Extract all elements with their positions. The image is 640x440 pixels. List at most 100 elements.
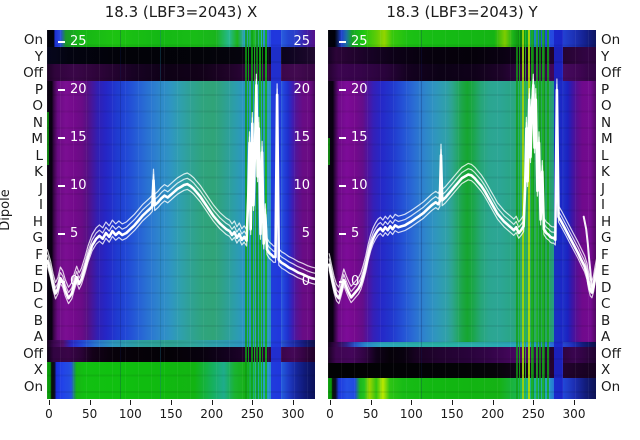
ytick-label: 10 — [351, 178, 368, 193]
heatmap-stripe — [245, 30, 247, 399]
ytick-label-right: 20 — [293, 82, 310, 97]
row-label-right: On — [601, 32, 621, 48]
row-label-right: C — [601, 296, 611, 313]
ytick-label-right: 15 — [293, 130, 310, 145]
row-label-left: L — [35, 147, 43, 164]
row-label-right: H — [601, 213, 612, 230]
row-label-right: B — [601, 312, 611, 329]
orbit-trace — [328, 89, 596, 305]
row-label-right: I — [601, 197, 605, 214]
xtick-mark — [171, 400, 172, 405]
ytick-label: 5 — [70, 226, 79, 241]
ytick-label-right: 10 — [293, 178, 310, 193]
row-label-right: X — [601, 362, 611, 379]
orbit-trace — [328, 78, 596, 294]
heatmap-stripe — [119, 30, 121, 399]
ytick-mark — [339, 41, 346, 43]
right-panel-title: 18.3 (LBF3=2043) Y — [386, 3, 538, 21]
xtick-label: 100 — [399, 407, 423, 421]
heatmap-stripe — [159, 30, 161, 399]
row-label-right: G — [601, 230, 612, 247]
ytick-label: 20 — [351, 82, 368, 97]
row-label-right: Y — [601, 48, 610, 65]
ytick-mark — [339, 89, 346, 91]
xtick-mark — [533, 400, 535, 405]
xtick-mark — [130, 400, 132, 405]
row-label-right: E — [601, 263, 610, 280]
xtick-label: 50 — [363, 407, 379, 421]
orbit-curve-svg — [47, 73, 315, 305]
xtick-mark — [293, 400, 294, 405]
xtick-label: 0 — [45, 407, 53, 421]
heatmap-stripe — [328, 138, 330, 165]
heatmap-band — [47, 340, 315, 347]
row-label-left: H — [32, 213, 43, 230]
row-label-left: J — [39, 180, 43, 197]
xtick-label: 200 — [481, 407, 505, 421]
heatmap-band — [47, 362, 315, 399]
heatmap-band — [328, 342, 596, 347]
ytick-label-right: 25 — [293, 34, 310, 49]
xtick-label: 0 — [326, 407, 334, 421]
xtick-label: 250 — [240, 407, 264, 421]
ytick-label: 20 — [70, 82, 87, 97]
row-label-left: On — [23, 378, 43, 395]
row-label-left: Off — [23, 345, 43, 362]
xtick-label: 150 — [159, 407, 183, 421]
row-label-left: B — [33, 312, 43, 329]
ytick-label: 15 — [70, 130, 87, 145]
row-label-left: N — [32, 114, 43, 131]
xtick-mark — [330, 400, 331, 405]
heatmap-panel-y: 25 20 15 10 5 0 — [328, 30, 596, 399]
xtick-mark — [411, 400, 413, 405]
ytick-mark — [339, 185, 346, 187]
ytick-label: 15 — [351, 130, 368, 145]
row-label-right: O — [601, 98, 612, 115]
heatmap-stripe — [533, 30, 535, 399]
orbit-trace — [328, 73, 596, 288]
ytick-mark — [339, 233, 346, 235]
xtick-mark — [574, 400, 575, 405]
ytick-mark — [339, 137, 346, 139]
row-label-left: Off — [23, 65, 43, 82]
row-label-left: A — [33, 329, 43, 346]
xtick-label: 150 — [440, 407, 464, 421]
ytick-mark — [58, 137, 65, 139]
row-label-left: O — [32, 98, 43, 115]
row-label-right: Off — [601, 65, 621, 82]
ytick-mark — [58, 89, 65, 91]
heatmap-stripe — [535, 30, 538, 399]
heatmap-stripe — [256, 30, 259, 399]
ytick-label-right: 5 — [301, 226, 310, 241]
ytick-label: 25 — [70, 34, 87, 49]
row-label-left: I — [39, 197, 43, 214]
xtick-mark — [252, 400, 254, 405]
row-label-left: M — [31, 131, 43, 148]
row-label-left: X — [33, 362, 43, 379]
row-label-left: On — [23, 32, 43, 48]
orbit-trace — [47, 83, 315, 300]
xtick-mark — [370, 400, 372, 405]
xtick-mark — [452, 400, 453, 405]
row-label-left: Y — [34, 48, 43, 65]
heatmap-stripe — [253, 30, 255, 399]
row-label-right: J — [601, 180, 605, 197]
row-label-right: Off — [601, 345, 621, 362]
heatmap-stripe — [47, 112, 49, 165]
ytick-label: 10 — [70, 178, 87, 193]
heatmap-stripe — [546, 30, 549, 399]
row-label-right: On — [601, 378, 621, 395]
heatmap-stripe — [530, 30, 533, 399]
xtick-mark — [492, 400, 494, 405]
xtick-mark — [211, 400, 213, 405]
row-label-right: N — [601, 114, 612, 131]
row-label-right: F — [601, 246, 609, 263]
heatmap-band — [47, 81, 315, 340]
heatmap-panel-x: 25 25 20 20 15 15 10 10 5 5 0 0 — [47, 30, 315, 399]
row-label-left: E — [34, 263, 43, 280]
orbit-trace — [328, 83, 596, 300]
xtick-mark — [49, 400, 50, 405]
xtick-label: 250 — [521, 407, 545, 421]
ytick-mark — [58, 41, 65, 43]
